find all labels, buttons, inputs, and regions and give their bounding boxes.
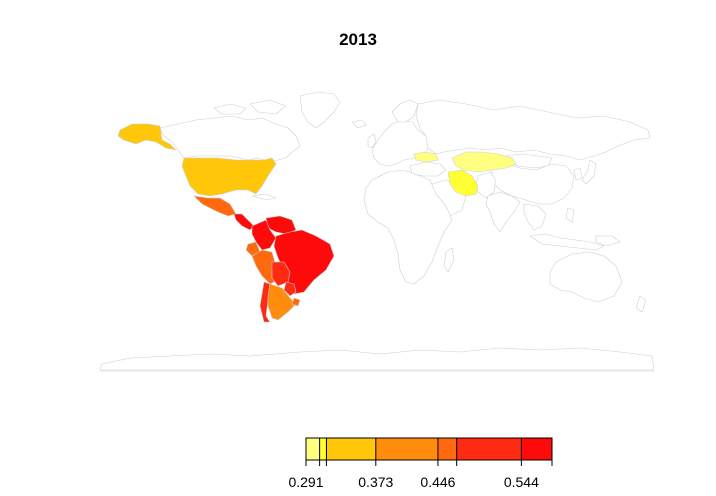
country-australia: [549, 251, 623, 303]
country-cuba: [251, 193, 277, 201]
country-argentina: [267, 283, 297, 321]
region-turkey-levant: [409, 161, 447, 177]
country-greenland: [299, 91, 341, 129]
country-colombia: [251, 219, 277, 251]
country-georgia-armenia: [413, 151, 439, 163]
region-southeast-asia: [523, 203, 547, 231]
country-canada: [159, 115, 301, 163]
country-united-kingdom: [367, 133, 377, 149]
country-japan: [581, 159, 597, 185]
country-paraguay: [283, 281, 297, 297]
region-scandinavia: [391, 99, 419, 123]
country-bolivia: [271, 261, 291, 287]
country-papua: [595, 235, 621, 247]
country-mexico: [193, 195, 237, 217]
country-russia: [415, 99, 651, 161]
region-antarctica: [99, 347, 655, 371]
country-china: [491, 163, 575, 205]
country-philippines: [565, 207, 575, 223]
country-iceland: [351, 119, 367, 129]
country-iran: [447, 169, 479, 197]
country-india: [485, 191, 521, 233]
country-central-america: [233, 213, 255, 231]
country-uruguay: [291, 297, 301, 307]
country-united-states: [181, 157, 277, 197]
country-kazakhstan: [451, 151, 517, 173]
region-indonesia: [529, 233, 605, 251]
country-canada-islands: [213, 99, 287, 115]
country-new-zealand: [635, 295, 647, 313]
country-alaska: [117, 123, 177, 151]
country-madagascar: [443, 247, 455, 273]
region-africa: [363, 169, 453, 285]
map-title: 2013: [339, 30, 377, 49]
country-korea: [573, 167, 583, 181]
